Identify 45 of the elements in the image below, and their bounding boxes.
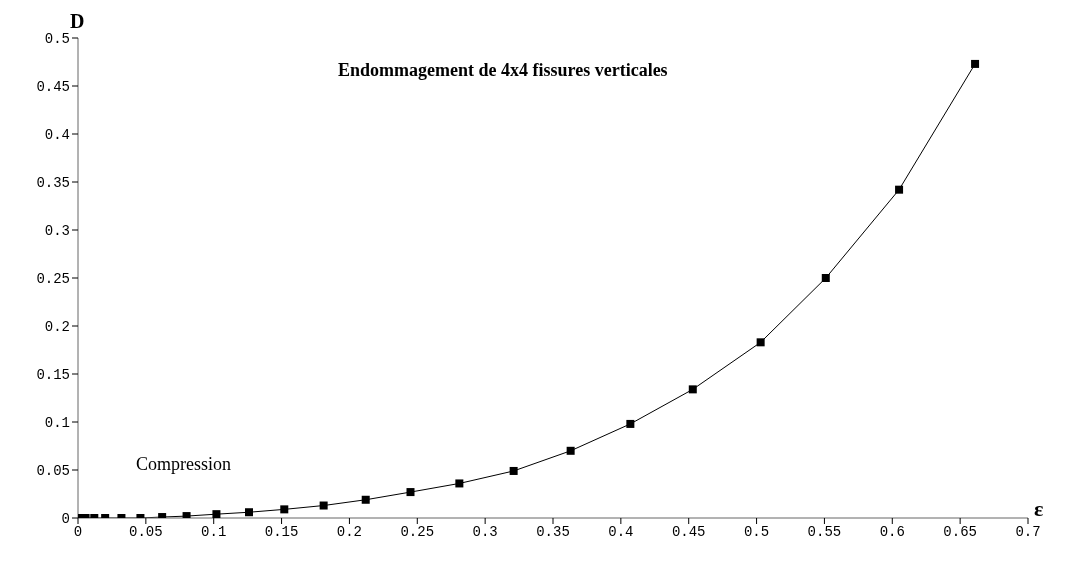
- x-tick-label: 0.1: [201, 523, 227, 540]
- x-tick-label: 0.5: [743, 523, 770, 540]
- y-tick-label: 0.25: [36, 270, 70, 287]
- point: [626, 419, 635, 428]
- x-tick-label: 0.05: [129, 523, 163, 540]
- y-axis-title: D: [70, 10, 85, 33]
- x-tick-label: 0.15: [264, 523, 299, 540]
- y-tick-label: 0.35: [36, 174, 70, 191]
- y-tick-label: 0.4: [44, 126, 70, 143]
- point: [688, 385, 697, 394]
- x-tick-label: 0.65: [943, 523, 977, 540]
- text: Endommagement de 4x4 fissures verticales: [338, 60, 668, 81]
- x-tick-label: 0.55: [807, 523, 842, 540]
- y-tick-label: 0.3: [44, 222, 70, 239]
- x-tick-label: 0.7: [1015, 523, 1041, 540]
- point: [509, 466, 518, 475]
- x-tick-label: 0.3: [472, 523, 498, 540]
- annotation: Compression: [136, 454, 232, 475]
- point: [319, 501, 328, 510]
- point: [280, 505, 289, 514]
- y-tick-label: 0.2: [44, 318, 70, 335]
- point: [361, 495, 370, 504]
- y-tick-label: 0.05: [36, 462, 70, 479]
- point: [895, 185, 904, 194]
- point: [212, 510, 221, 518]
- point: [455, 479, 464, 488]
- point: [756, 338, 765, 347]
- x-tick-label: 0.6: [879, 523, 905, 540]
- y-tick-label: 0.5: [44, 30, 70, 47]
- point: [245, 508, 253, 517]
- point: [406, 488, 415, 497]
- x-tick-label: 0.35: [536, 523, 570, 540]
- y-tick-label: 0: [61, 510, 70, 527]
- point: [971, 59, 980, 68]
- x-tick-label: 0.2: [336, 523, 363, 540]
- x-tick-label: 0.25: [400, 523, 435, 540]
- y-tick-label: 0.1: [44, 414, 70, 431]
- point: [821, 274, 830, 282]
- y-tick-label: 0.15: [36, 366, 70, 383]
- x-tick-label: 0: [73, 523, 83, 540]
- x-axis-title: ε: [1034, 496, 1044, 522]
- x-tick-label: 0.45: [671, 523, 706, 540]
- point: [566, 446, 575, 455]
- y-tick-label: 0.45: [36, 78, 70, 95]
- x-tick-label: 0.4: [608, 523, 634, 540]
